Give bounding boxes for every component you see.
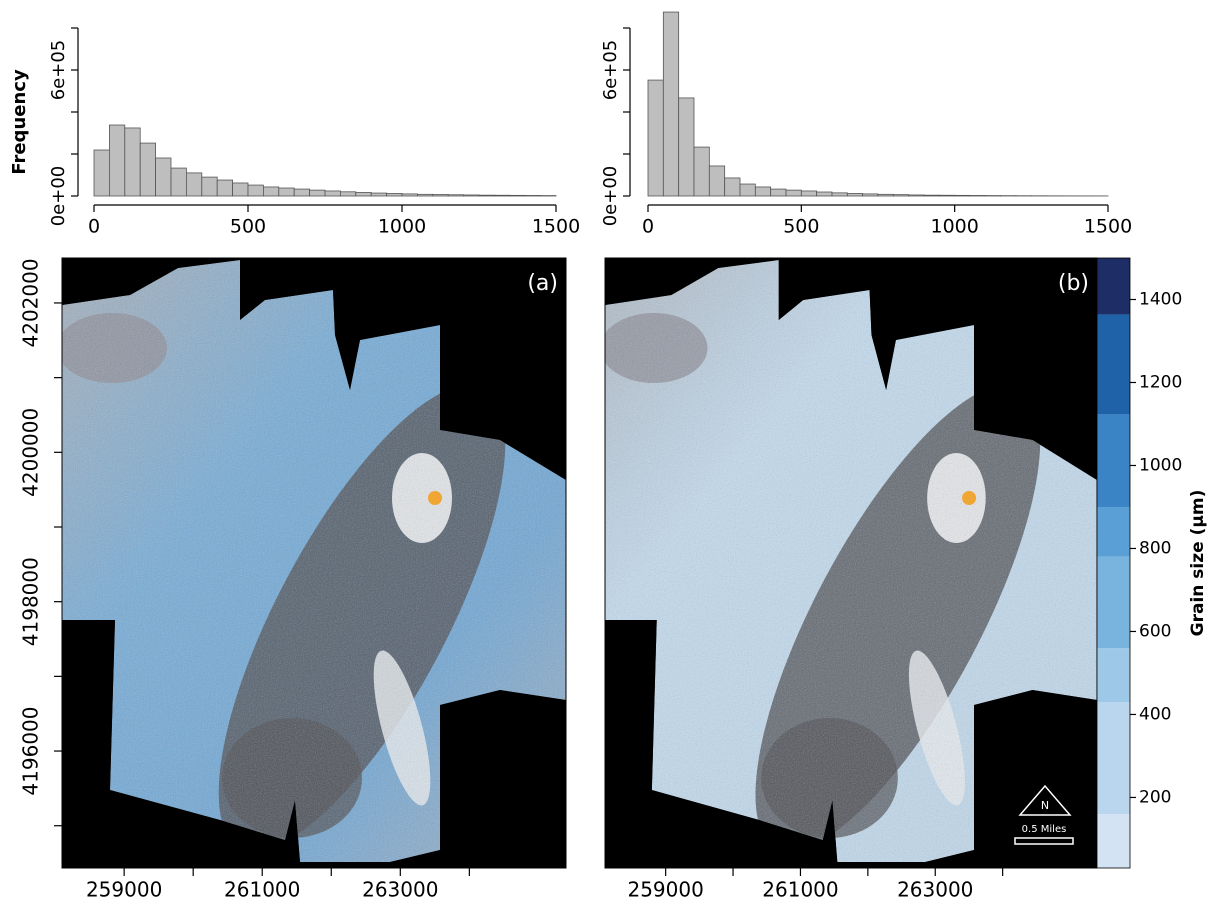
bar [801, 191, 816, 196]
bar [510, 195, 525, 196]
north-label: N [1041, 799, 1049, 812]
colorbar-band [1097, 507, 1130, 557]
hotspot [428, 491, 442, 505]
bar [125, 128, 140, 196]
bar [847, 193, 862, 196]
bar [279, 188, 294, 196]
bar [340, 192, 355, 196]
bar [863, 194, 878, 196]
colorbar-label: Grain size (µm) [1188, 490, 1208, 637]
bar [955, 195, 970, 196]
bar [402, 194, 417, 196]
x-tick-label: 263000 [897, 878, 973, 902]
bar [156, 158, 171, 196]
x-tick-label: 500 [230, 216, 266, 238]
scale-label: 0.5 Miles [1022, 824, 1067, 835]
bar [694, 147, 709, 196]
colorbar-tick-label: 600 [1139, 621, 1171, 641]
x-tick-label: 1000 [930, 216, 978, 238]
colorbar-tick-label: 800 [1139, 538, 1171, 558]
y-tick-label: 4198000 [19, 557, 43, 646]
x-tick-label: 259000 [627, 878, 703, 902]
y-tick-label: 6e+05 [48, 40, 69, 101]
bar [140, 143, 155, 196]
colorbar-tick-label: 1000 [1139, 455, 1182, 475]
y-tick-label: 4202000 [19, 258, 43, 347]
bar [786, 190, 801, 196]
colorbar-tick-label: 1200 [1139, 372, 1182, 392]
bar [878, 194, 893, 196]
colorbar-tick-label: 1400 [1139, 289, 1182, 309]
y-tick-label: 6e+05 [600, 40, 621, 101]
panel-label: (b) [1058, 271, 1089, 296]
bar [771, 189, 786, 196]
colorbar-band [1097, 557, 1130, 648]
colorbar-band [1097, 414, 1130, 507]
bar [448, 195, 463, 196]
bar [294, 189, 309, 196]
colorbar-band [1097, 814, 1130, 868]
bar [356, 192, 371, 196]
y-tick-label: 0e+00 [48, 166, 69, 227]
panel-label: (a) [527, 271, 558, 296]
bar [709, 166, 724, 196]
bar [263, 187, 278, 196]
bar [832, 193, 847, 196]
bar [939, 195, 954, 196]
colorbar-band [1097, 648, 1130, 702]
bar [909, 195, 924, 196]
bar [171, 168, 186, 196]
bar [740, 184, 755, 196]
bar [893, 195, 908, 196]
bar [310, 190, 325, 196]
x-tick-label: 1500 [1084, 216, 1132, 238]
colorbar-tick-label: 400 [1139, 704, 1171, 724]
bar [479, 195, 494, 196]
colorbar-band [1097, 258, 1130, 314]
x-tick-label: 1000 [378, 216, 426, 238]
bar [387, 193, 402, 196]
bar [109, 125, 124, 196]
x-tick-label: 263000 [362, 878, 438, 902]
y-axis-label: Frequency [9, 69, 30, 175]
bar [525, 195, 540, 196]
bar [371, 193, 386, 196]
y-tick-label: 0e+00 [600, 166, 621, 227]
x-tick-label: 0 [88, 216, 100, 238]
y-tick-label: 4196000 [19, 707, 43, 796]
x-tick-label: 259000 [86, 878, 162, 902]
bar [325, 191, 340, 196]
y-tick-label: 4200000 [19, 408, 43, 497]
bar [679, 98, 694, 196]
x-tick-label: 0 [642, 216, 654, 238]
bar [202, 177, 217, 196]
bar [817, 192, 832, 196]
colorbar-band [1097, 702, 1130, 814]
bar [725, 178, 740, 196]
figure: 0 500 1000 1500 0e+00 6e+05 Frequency 0 500 1000 1… [0, 0, 1210, 906]
colorbar-band [1097, 314, 1130, 414]
x-tick-label: 261000 [224, 878, 300, 902]
bar [648, 80, 663, 196]
bar [233, 183, 248, 196]
bar [494, 195, 509, 196]
hotspot [962, 491, 976, 505]
bar [433, 195, 448, 196]
bar [248, 185, 263, 196]
x-tick-label: 261000 [762, 878, 838, 902]
colorbar-tick-label: 200 [1139, 787, 1171, 807]
bar [924, 195, 939, 196]
bar [464, 195, 479, 196]
bar [94, 150, 109, 196]
bar [970, 195, 985, 196]
x-tick-label: 1500 [532, 216, 580, 238]
bar [186, 173, 201, 196]
x-tick-label: 500 [783, 216, 819, 238]
bar [417, 194, 432, 196]
bar [663, 12, 678, 196]
bar [217, 180, 232, 196]
bar [755, 187, 770, 196]
